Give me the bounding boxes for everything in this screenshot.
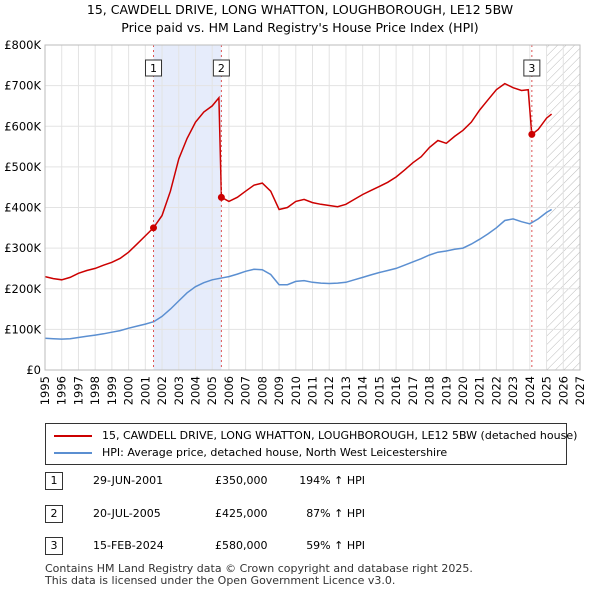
x-tick-label: 2004 [188, 376, 202, 405]
y-tick-label: £100K [4, 322, 41, 336]
legend: 15, CAWDELL DRIVE, LONG WHATTON, LOUGHBO… [45, 423, 577, 465]
sale-point [528, 130, 536, 138]
sale-hpi-change: 59% ↑ HPI [306, 539, 365, 552]
sale-marker-box [523, 59, 541, 77]
y-tick-label: £400K [4, 201, 41, 215]
sale-point [150, 224, 158, 232]
x-tick-label: 1995 [38, 376, 52, 405]
x-tick-label: 2013 [339, 376, 353, 405]
hpi-swatch [54, 452, 92, 454]
sale-number-badge: 1 [45, 472, 63, 490]
sale-marker-box [145, 59, 163, 77]
property-swatch [54, 435, 92, 437]
sale-row: 2 20-JUL-2005 £425,000 87% ↑ HPI [45, 505, 545, 525]
x-tick-label: 1997 [71, 376, 85, 405]
x-tick-label: 2011 [306, 376, 320, 405]
sale-row: 3 15-FEB-2024 £580,000 59% ↑ HPI [45, 537, 545, 557]
footer-copyright: Contains HM Land Registry data © Crown c… [45, 562, 473, 575]
sale-hpi-change: 87% ↑ HPI [306, 507, 365, 520]
x-tick-label: 2002 [155, 376, 169, 405]
x-tick-label: 2014 [356, 376, 370, 405]
sale-marker-label: 1 [150, 62, 157, 75]
x-tick-label: 2010 [289, 376, 303, 405]
y-tick-label: £700K [4, 79, 41, 93]
x-tick-label: 2015 [372, 376, 386, 405]
x-tick-label: 2000 [122, 376, 136, 405]
x-tick-label: 2003 [172, 376, 186, 405]
plot-frame [44, 44, 581, 371]
chart-subtitle: Price paid vs. HM Land Registry's House … [121, 20, 479, 35]
sale-price: £425,000 [215, 507, 268, 520]
legend-hpi-label: HPI: Average price, detached house, Nort… [102, 446, 448, 459]
sale-point [217, 193, 225, 201]
x-tick-label: 1998 [88, 376, 102, 405]
x-tick-label: 1996 [55, 376, 69, 405]
x-tick-label: 2005 [205, 376, 219, 405]
y-tick-label: £300K [4, 241, 41, 255]
x-tick-label: 2012 [322, 376, 336, 405]
x-tick-label: 2023 [506, 376, 520, 405]
x-tick-label: 2009 [272, 376, 286, 405]
y-tick-label: £800K [4, 38, 41, 52]
sale-hpi-change: 194% ↑ HPI [299, 474, 365, 487]
footer-licence: This data is licensed under the Open Gov… [45, 574, 396, 587]
x-tick-label: 2006 [222, 376, 236, 405]
x-tick-label: 2026 [556, 376, 570, 405]
y-tick-label: £500K [4, 160, 41, 174]
x-tick-label: 2019 [439, 376, 453, 405]
x-tick-label: 2016 [389, 376, 403, 405]
sale-number-badge: 2 [45, 505, 63, 523]
x-tick-label: 2021 [473, 376, 487, 405]
x-tick-label: 2007 [239, 376, 253, 405]
hpi-line [44, 208, 552, 340]
sale-marker-label: 3 [528, 62, 535, 75]
sale-marker-box [212, 59, 230, 77]
x-tick-label: 2020 [456, 376, 470, 405]
price-chart: 1 2 3 £0 £100K £200K £300K £400K £500K £600K £700… [4, 38, 587, 405]
x-tick-label: 2018 [423, 376, 437, 405]
sale-date: 29-JUN-2001 [93, 474, 164, 487]
y-tick-label: £600K [4, 119, 41, 133]
x-tick-label: 2027 [573, 376, 587, 405]
sale-price: £350,000 [215, 474, 268, 487]
legend-property-label: 15, CAWDELL DRIVE, LONG WHATTON, LOUGHBO… [102, 429, 578, 442]
sale-date: 15-FEB-2024 [93, 539, 164, 552]
sale-date: 20-JUL-2005 [93, 507, 161, 520]
x-tick-label: 1999 [105, 376, 119, 405]
sale-row: 1 29-JUN-2001 £350,000 194% ↑ HPI [45, 472, 545, 492]
sale-number-badge: 3 [45, 537, 63, 555]
sale-marker-label: 2 [218, 62, 225, 75]
x-tick-label: 2025 [540, 376, 554, 405]
property-price-line [44, 82, 553, 281]
chart-title: 15, CAWDELL DRIVE, LONG WHATTON, LOUGHBO… [86, 2, 514, 17]
y-tick-label: £200K [4, 282, 41, 296]
x-tick-label: 2008 [255, 376, 269, 405]
x-tick-label: 2022 [489, 376, 503, 405]
sale-price: £580,000 [215, 539, 268, 552]
x-tick-label: 2017 [406, 376, 420, 405]
x-tick-label: 2024 [523, 376, 537, 405]
y-tick-label: £0 [26, 363, 41, 377]
x-tick-label: 2001 [138, 376, 152, 405]
